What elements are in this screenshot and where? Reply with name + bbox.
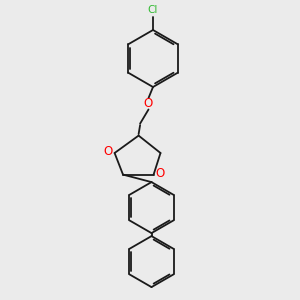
Text: O: O — [103, 145, 112, 158]
Text: O: O — [144, 97, 153, 110]
Text: Cl: Cl — [148, 5, 158, 15]
Text: O: O — [156, 167, 165, 180]
